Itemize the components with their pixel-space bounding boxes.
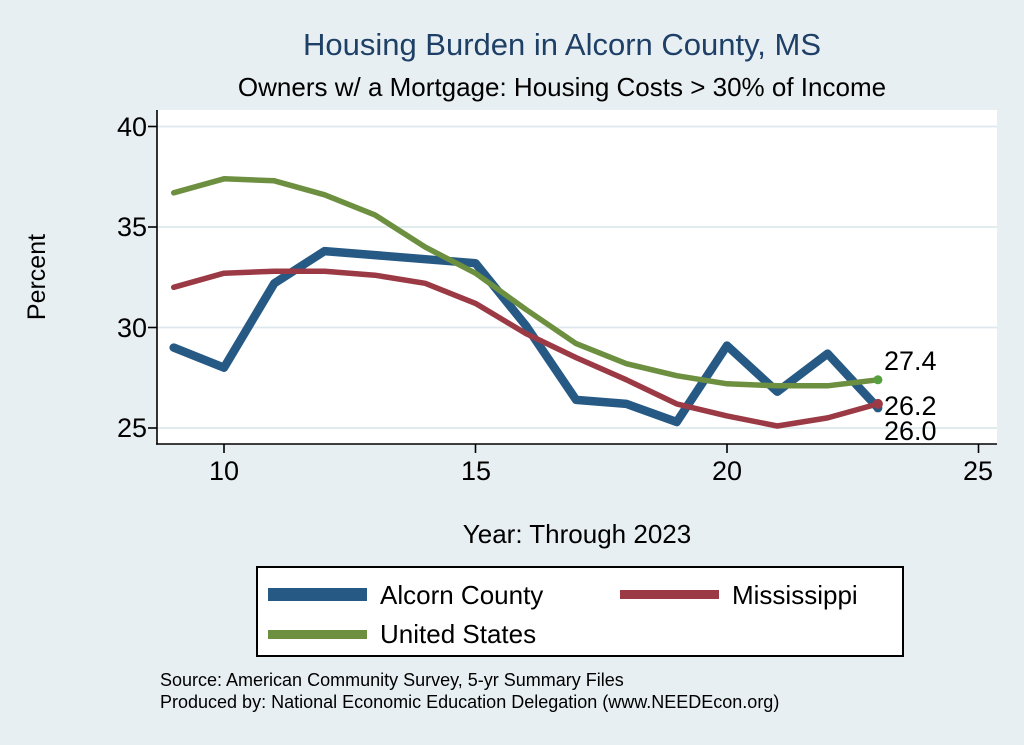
chart-subtitle: Owners w/ a Mortgage: Housing Costs > 30… [237, 72, 887, 102]
x-tick-label-10: 10 [208, 456, 240, 486]
y-tick-label-35: 35 [116, 212, 147, 242]
legend-label-mississippi: Mississippi [732, 580, 858, 610]
chart-title: Housing Burden in Alcorn County, MS [302, 27, 822, 62]
source-note: Source: American Community Survey, 5-yr … [160, 670, 624, 690]
y-tick-label-30: 30 [116, 313, 147, 343]
end-value-label-united-states: 27.4 [884, 346, 937, 376]
end-value-label-mississippi: 26.2 [884, 391, 937, 421]
x-tick-label-20: 20 [711, 456, 743, 486]
legend-label-united-states: United States [380, 619, 537, 649]
series-end-dot-mississippi [872, 398, 883, 409]
y-tick-label-25: 25 [116, 413, 147, 443]
legend-swatch-mississippi [620, 590, 719, 599]
legend-label-alcorn-county: Alcorn County [380, 580, 544, 610]
producer-note: Produced by: National Economic Education… [160, 692, 780, 712]
series-line-united-states [170, 176, 881, 389]
x-tick-label-15: 15 [460, 456, 492, 486]
y-tick-label-40: 40 [116, 112, 147, 142]
legend-swatch-alcorn-county [268, 588, 367, 601]
series-line-mississippi [170, 268, 881, 429]
x-axis-title: Year: Through 2023 [462, 519, 692, 549]
legend-box: Alcorn County Mississippi United States [256, 566, 904, 657]
end-value-label-alcorn-county: 26.0 [884, 416, 937, 446]
legend-swatch-united-states [268, 630, 367, 639]
x-tick-label-25: 25 [962, 456, 994, 486]
series-end-dot-united-states [873, 375, 883, 385]
y-axis-title: Percent [23, 233, 51, 321]
